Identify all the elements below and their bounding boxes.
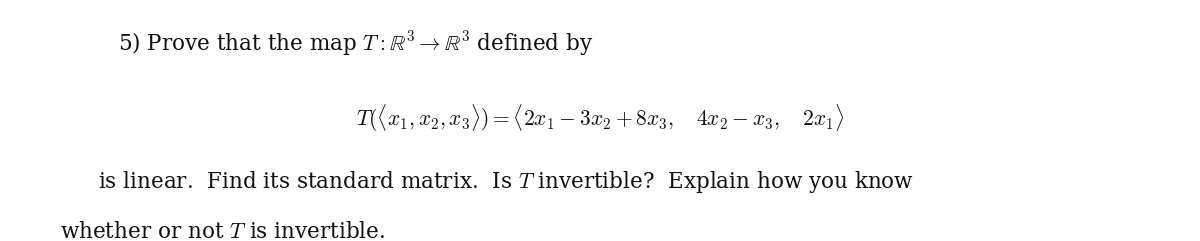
Text: is linear.  Find its standard matrix.  Is $T$ invertible?  Explain how you know: is linear. Find its standard matrix. Is … [98,169,914,195]
Text: whether or not $T$ is invertible.: whether or not $T$ is invertible. [60,221,385,241]
Text: 5) Prove that the map $T : \mathbb{R}^3 \rightarrow \mathbb{R}^3$ defined by: 5) Prove that the map $T : \mathbb{R}^3 … [118,29,593,58]
Text: $T(\langle x_1, x_2, x_3\rangle) = \langle 2x_1 - 3x_2 + 8x_3, \quad 4x_2 - x_3,: $T(\langle x_1, x_2, x_3\rangle) = \lang… [356,102,844,134]
